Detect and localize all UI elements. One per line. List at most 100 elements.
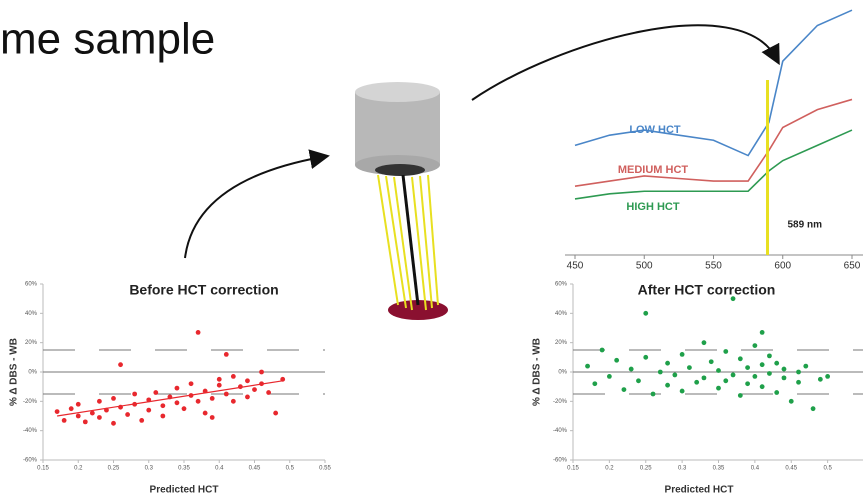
data-point bbox=[174, 400, 180, 406]
x-tick-label: 0.2 bbox=[74, 466, 83, 472]
x-tick-label: 650 bbox=[844, 261, 861, 272]
x-tick-label: 0.3 bbox=[145, 466, 154, 472]
data-point bbox=[716, 385, 721, 391]
data-point bbox=[97, 398, 102, 404]
data-point bbox=[665, 382, 670, 388]
data-point bbox=[759, 362, 765, 368]
x-axis-label: Predicted HCT bbox=[665, 485, 734, 496]
data-point bbox=[209, 415, 215, 420]
y-tick-label: 60% bbox=[25, 282, 38, 288]
data-point bbox=[61, 418, 67, 423]
y-tick-label: 40% bbox=[555, 311, 568, 317]
data-point bbox=[701, 340, 707, 346]
data-point bbox=[687, 365, 692, 370]
data-point bbox=[759, 384, 765, 390]
data-point bbox=[679, 352, 685, 357]
x-tick-label: 0.15 bbox=[567, 466, 579, 472]
data-point bbox=[245, 394, 250, 400]
y-tick-label: -60% bbox=[23, 458, 38, 464]
y-tick-label: -40% bbox=[553, 428, 568, 434]
y-tick-label: 60% bbox=[555, 282, 568, 288]
data-point bbox=[672, 372, 678, 378]
data-point bbox=[803, 363, 809, 369]
data-point bbox=[628, 366, 634, 372]
data-point bbox=[825, 374, 831, 379]
data-point bbox=[650, 391, 656, 397]
data-point bbox=[132, 391, 138, 397]
data-point bbox=[767, 371, 772, 376]
data-point bbox=[665, 360, 670, 366]
data-point bbox=[737, 393, 743, 398]
data-point bbox=[599, 347, 605, 353]
data-point bbox=[774, 360, 780, 366]
spectrum-line bbox=[574, 98, 853, 187]
x-tick-label: 0.35 bbox=[178, 466, 190, 472]
x-tick-label: 0.5 bbox=[286, 466, 295, 472]
series-label: HIGH HCT bbox=[626, 201, 679, 213]
data-point bbox=[216, 376, 222, 382]
trendline bbox=[57, 380, 283, 417]
data-point bbox=[125, 412, 130, 417]
data-point bbox=[97, 415, 102, 420]
x-tick-label: 450 bbox=[567, 261, 584, 272]
x-tick-label: 0.45 bbox=[249, 466, 261, 472]
data-point bbox=[139, 418, 145, 423]
chart-title: After HCT correction bbox=[638, 282, 776, 298]
data-point bbox=[230, 374, 236, 379]
x-tick-label: 0.15 bbox=[37, 466, 49, 472]
data-point bbox=[606, 374, 612, 379]
data-point bbox=[82, 419, 88, 425]
data-point bbox=[636, 378, 641, 384]
data-point bbox=[160, 403, 166, 409]
data-point bbox=[195, 398, 201, 404]
data-point bbox=[592, 381, 598, 387]
data-point bbox=[202, 410, 208, 416]
data-point bbox=[643, 310, 649, 316]
x-tick-label: 500 bbox=[636, 261, 653, 272]
annotation-label: 589 nm bbox=[788, 220, 823, 231]
data-point bbox=[174, 385, 180, 391]
data-point bbox=[111, 396, 116, 401]
data-point bbox=[643, 354, 649, 360]
data-point bbox=[68, 406, 74, 412]
x-tick-label: 550 bbox=[705, 261, 722, 272]
x-tick-label: 0.35 bbox=[713, 466, 725, 472]
data-point bbox=[230, 398, 236, 404]
y-tick-label: 20% bbox=[555, 340, 568, 346]
data-point bbox=[195, 330, 201, 335]
y-tick-label: 0% bbox=[28, 370, 37, 376]
series-label: LOW HCT bbox=[629, 124, 681, 136]
x-tick-label: 0.4 bbox=[751, 466, 760, 472]
data-point bbox=[796, 369, 801, 375]
data-point bbox=[737, 356, 743, 362]
data-point bbox=[75, 401, 81, 407]
data-point bbox=[774, 390, 780, 395]
x-tick-label: 0.5 bbox=[823, 466, 832, 472]
chart-title: Before HCT correction bbox=[129, 282, 278, 298]
data-point bbox=[223, 352, 229, 357]
arrow bbox=[471, 24, 780, 101]
data-point bbox=[118, 362, 123, 368]
data-point bbox=[810, 406, 816, 412]
y-tick-label: -40% bbox=[23, 428, 38, 434]
data-point bbox=[259, 369, 264, 375]
x-tick-label: 0.2 bbox=[605, 466, 614, 472]
data-point bbox=[723, 349, 729, 354]
arrow bbox=[184, 149, 330, 259]
spectrum-line bbox=[574, 129, 853, 200]
data-point bbox=[759, 330, 765, 335]
x-tick-label: 0.45 bbox=[785, 466, 797, 472]
y-axis-label: % Δ DBS - WB bbox=[532, 338, 543, 406]
probe-illustration bbox=[355, 82, 448, 320]
data-point bbox=[788, 398, 794, 404]
data-point bbox=[188, 381, 194, 387]
x-tick-label: 0.25 bbox=[108, 466, 120, 472]
data-point bbox=[181, 406, 187, 412]
data-point bbox=[694, 379, 700, 385]
data-point bbox=[752, 343, 758, 348]
data-point bbox=[89, 410, 95, 416]
data-point bbox=[657, 369, 663, 375]
x-tick-label: 0.55 bbox=[319, 466, 331, 472]
data-point bbox=[781, 366, 787, 372]
